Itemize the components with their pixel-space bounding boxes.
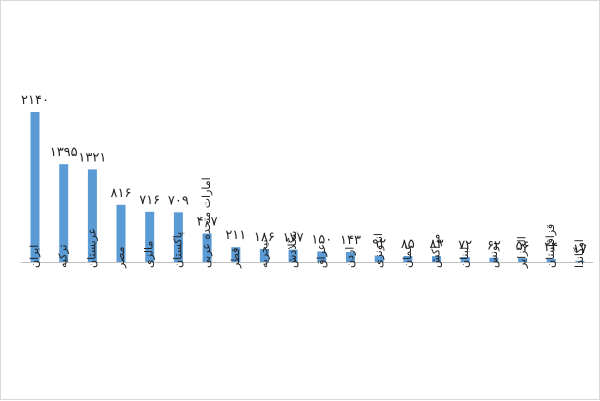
category-label: قطر (229, 248, 242, 269)
bar (87, 169, 97, 262)
category-label: الجزایر (516, 236, 529, 269)
bar (518, 258, 528, 262)
bar (173, 212, 183, 262)
value-label: ۱۸۶ (254, 230, 275, 245)
value-label: ۲۱۴۰ (21, 93, 49, 108)
bar (30, 112, 40, 262)
category-label: اوگاندا (573, 239, 586, 268)
bar (346, 252, 355, 262)
value-label: ۲۱۱ (225, 228, 246, 243)
bar (259, 249, 269, 262)
value-label: ۱۵۰ (311, 233, 332, 248)
category-label: لبنان (458, 247, 471, 268)
bar (317, 251, 327, 262)
category-label: اندونزی (372, 233, 385, 268)
category-label: ایران (28, 245, 41, 268)
value-label: ۸۱۶ (111, 186, 132, 201)
value-label: ۱۴۳ (340, 233, 361, 248)
category-label: اردن (344, 247, 357, 268)
value-label: ۸۳ (430, 237, 444, 252)
category-label: تونس (487, 242, 500, 268)
bar (288, 249, 298, 262)
value-label: ۱۷۷ (283, 231, 304, 246)
bar (460, 257, 470, 262)
bar (202, 233, 212, 262)
bar (546, 258, 556, 262)
bar (575, 260, 585, 262)
value-labels-group: ۲۱۴۰ ۱۳۹۵ ۱۳۲۱ ۸۱۶ ۷۱۶ ۷۰۹ ۴۰۷ ۲۱۱ ۱۸۶ ۱۷۷ ۱۵۰ ۱۴۳ ۹… (21, 93, 587, 257)
value-label: ۹۲ (372, 237, 386, 252)
category-label: بنگلادش (286, 231, 299, 268)
value-label: ۵۶ (516, 239, 530, 254)
bar (145, 211, 155, 262)
category-label: مصر (114, 246, 127, 269)
bar (116, 204, 126, 262)
value-label: ۱۷ (573, 242, 587, 257)
value-label: ۷۰۹ (168, 193, 189, 208)
category-label: عراق (315, 244, 328, 268)
category-label: پاکستان (171, 232, 184, 268)
category-label: عربستان (85, 228, 98, 268)
category-label: امارات متحده عربی (200, 177, 213, 268)
bar (231, 247, 241, 262)
value-label: ۱۳۲۱ (78, 150, 106, 165)
bar (489, 257, 499, 262)
category-label: ترکیه (57, 244, 70, 268)
category-label: قزاقستان (544, 224, 557, 268)
bar (432, 256, 441, 262)
category-label: مالزی (143, 241, 156, 268)
value-label: ۶۲ (487, 239, 501, 254)
category-label: مراکش (430, 234, 443, 268)
category-labels-group: ایران ترکیه عربستان مصر مالزی پاکستان امارات م… (28, 177, 586, 269)
value-label: ۴۰۷ (197, 215, 218, 230)
value-label: ۱۳۹۵ (50, 145, 78, 160)
bar (374, 255, 384, 262)
bar (59, 164, 69, 262)
value-label: ۷۱۶ (139, 193, 160, 208)
bars-group (30, 112, 585, 262)
value-label: ۸۵ (401, 237, 415, 252)
category-label: عمان (401, 244, 414, 268)
value-label: ۷۲ (458, 238, 472, 253)
category-label: نیجریه (257, 239, 270, 268)
bar (403, 256, 413, 262)
value-label: ۴۴ (544, 240, 558, 255)
